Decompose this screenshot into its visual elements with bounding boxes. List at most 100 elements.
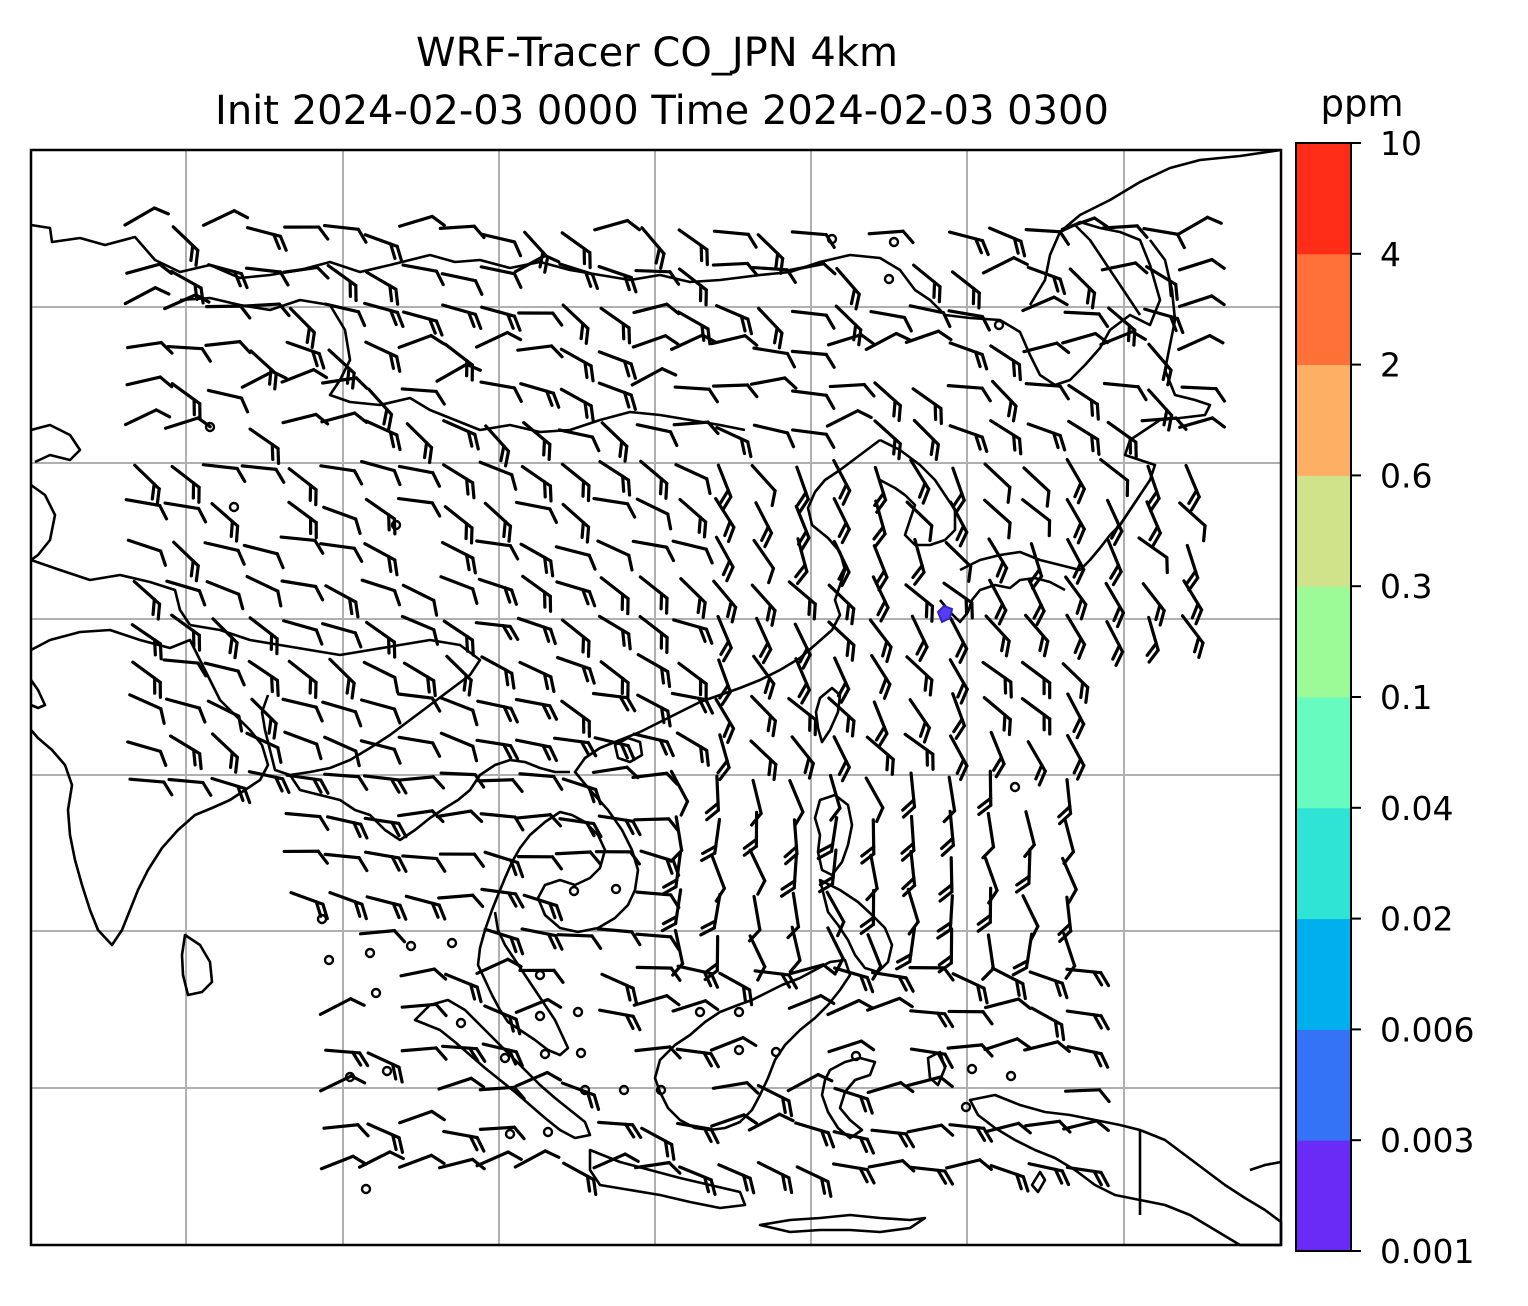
wind-barb [938,856,954,903]
wind-barb [833,656,851,704]
wind-barb [474,330,523,349]
colorbar-tick-label: 0.04 [1380,789,1453,828]
wind-barb [832,735,851,783]
wind-barb [555,580,597,608]
wind-barb [282,265,330,280]
wind-barb [474,621,520,641]
wind-barb [1065,1009,1110,1031]
wind-barb [597,1120,643,1140]
wind-barb [363,233,404,263]
wind-barb [478,460,518,491]
wind-barb [357,1150,405,1169]
colorbar-bin [1296,143,1351,255]
coastline-mideast [30,423,82,464]
wind-barb [319,1154,368,1171]
wind-barb [1020,660,1052,700]
wind-barb [1180,614,1205,659]
wind-barb [556,933,603,950]
wind-barb [936,894,954,940]
wind-barb [909,458,931,505]
calm-wind-circle [733,1006,745,1018]
colorbar-unit-label: ppm [1320,82,1403,125]
wind-barb [514,813,563,828]
wind-barb [832,1130,875,1155]
wind-barb [904,583,935,623]
colorbar-bin [1296,586,1351,698]
wind-barb [788,262,837,276]
wind-barb [440,540,477,575]
wind-barb [168,734,203,771]
wind-barb [790,735,815,780]
wind-barb [1064,1088,1111,1104]
wind-barb [912,418,940,461]
wind-barb [363,301,405,329]
wind-barb [522,421,552,461]
wind-barb [125,262,174,275]
wind-barb [977,769,993,817]
wind-barb [324,584,360,619]
wind-barb [1026,265,1067,296]
wind-barb [832,458,852,506]
wind-barb [476,699,519,724]
calm-wind-circle [655,1084,667,1096]
wind-barb [475,738,520,761]
wind-barb [1143,307,1185,335]
calm-wind-circle [204,421,216,433]
wind-barb [911,387,943,426]
wind-barb [479,232,523,258]
wind-barb [364,419,402,452]
wind-barb [559,347,595,383]
wind-barb [990,966,1027,1001]
wind-barb [716,614,733,663]
wind-barb [832,497,851,545]
wind-barb [828,773,842,822]
wind-barb [709,1035,758,1052]
wind-barb [1023,613,1050,658]
colorbar-tick-label: 4 [1380,235,1401,274]
wind-barb [248,427,281,466]
colorbar-tick-label: 0.001 [1380,1232,1474,1271]
wind-barb [827,620,856,662]
wind-barb [989,1164,1030,1193]
wind-barb [632,302,681,316]
wind-barb [949,500,969,548]
wind-barb [597,264,638,294]
wind-barb [599,306,632,345]
wind-barb [483,501,513,543]
calm-wind-circle [381,1065,393,1077]
wind-barb [479,265,523,289]
wind-barb [363,774,408,795]
calm-wind-circle [966,1063,978,1075]
wind-barb [207,263,249,290]
wind-barb [948,424,989,454]
wind-barb [867,1159,916,1173]
wind-barb [791,389,836,410]
wind-barb [514,697,559,721]
colorbar-ticks: 0.001 0.003 0.006 0.02 0.04 0.1 0.3 0.6 2 4 10 [1351,124,1474,1271]
wind-barb [749,739,778,781]
wind-barb [1177,294,1226,309]
wind-barb [754,501,774,549]
wind-barb [598,1008,642,1032]
wind-barb [130,623,163,661]
wind-barb [714,697,736,744]
wind-barb [437,893,485,909]
wind-barb [906,1123,955,1137]
wind-barb [750,694,778,738]
wind-barb [780,852,799,898]
wind-barb [631,771,679,786]
colorbar-bin [1296,697,1351,809]
wind-barb [983,462,1012,504]
wind-barb [205,580,245,611]
wind-barb [670,691,715,715]
wind-barb [752,346,797,369]
wind-barb [437,1076,486,1091]
calm-wind-circle [993,319,1005,331]
wind-barb [859,888,876,935]
wind-barb [787,580,817,621]
wind-barb [479,380,523,403]
wind-barb [715,304,754,336]
wind-barb [912,263,942,304]
wind-barb [1102,381,1148,402]
wind-barb [947,230,990,257]
